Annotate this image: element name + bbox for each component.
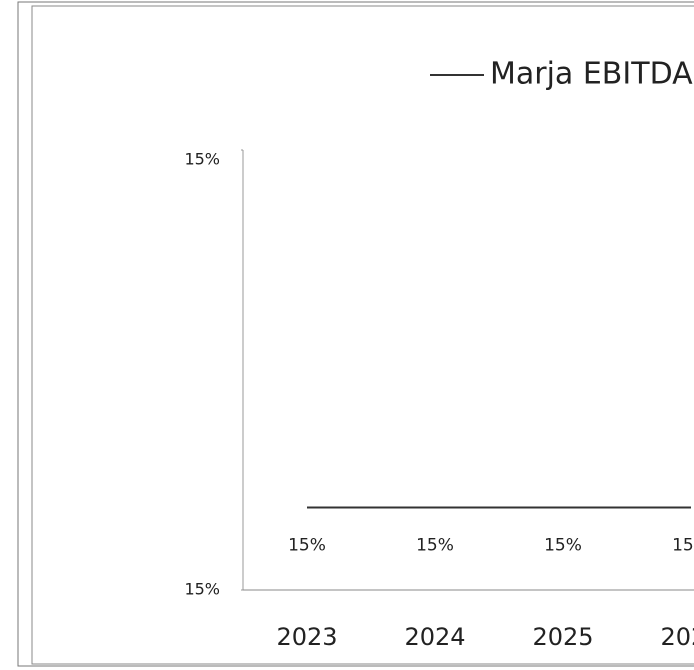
x-tick-label: 2024 xyxy=(404,623,465,651)
y-tick-label: 15% xyxy=(184,580,220,599)
x-tick-label: 2025 xyxy=(532,623,593,651)
data-label: 15% xyxy=(288,536,326,556)
data-label: 15% xyxy=(672,536,694,556)
outer-frame xyxy=(17,1,694,667)
legend-label: Marja EBITDA xyxy=(490,57,693,92)
x-tick-label: 2026 xyxy=(660,623,694,651)
x-tick-label: 2023 xyxy=(276,623,337,651)
y-tick-label: 15% xyxy=(184,150,220,169)
data-label: 15% xyxy=(416,536,454,556)
data-label: 15% xyxy=(544,536,582,556)
chart-frame xyxy=(31,5,694,665)
